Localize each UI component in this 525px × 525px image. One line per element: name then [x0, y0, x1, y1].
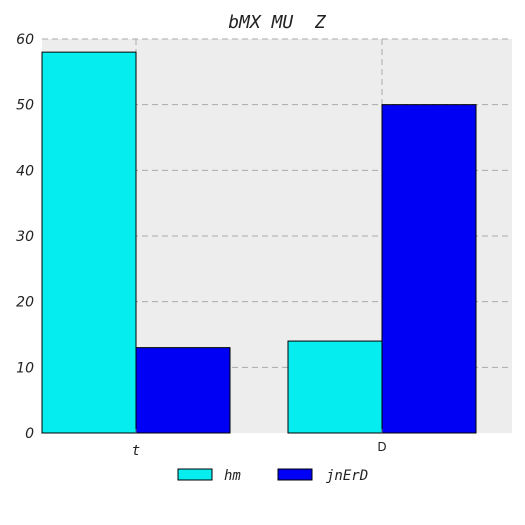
- bar-jnErD-t: [135, 347, 231, 434]
- y-tick-label: 30: [16, 229, 34, 245]
- y-tick-label: 10: [16, 360, 34, 376]
- y-tick-label: 50: [16, 98, 34, 114]
- y-tick-label: 60: [16, 32, 34, 48]
- bar-jnErD-D: [381, 104, 477, 434]
- bar-hm-t: [41, 51, 137, 434]
- chart-title: bMX MU Z: [228, 12, 327, 33]
- legend: hm jnErD: [177, 468, 368, 484]
- y-tick-label: 40: [16, 163, 34, 179]
- x-tick-label: t: [132, 443, 140, 459]
- bar-hm-D: [287, 340, 383, 434]
- y-tick-label: 0: [25, 426, 34, 442]
- legend-swatch-hm: [177, 468, 213, 481]
- x-tick-label: D: [377, 440, 386, 454]
- legend-label-hm: hm: [224, 468, 241, 484]
- legend-label-jnErD: jnErD: [326, 468, 368, 484]
- bars: [41, 51, 477, 434]
- legend-swatch-jnErD: [277, 468, 313, 481]
- y-axis-ticks: 0 10 20 30 40 50 60: [16, 32, 34, 442]
- y-tick-label: 20: [16, 295, 34, 311]
